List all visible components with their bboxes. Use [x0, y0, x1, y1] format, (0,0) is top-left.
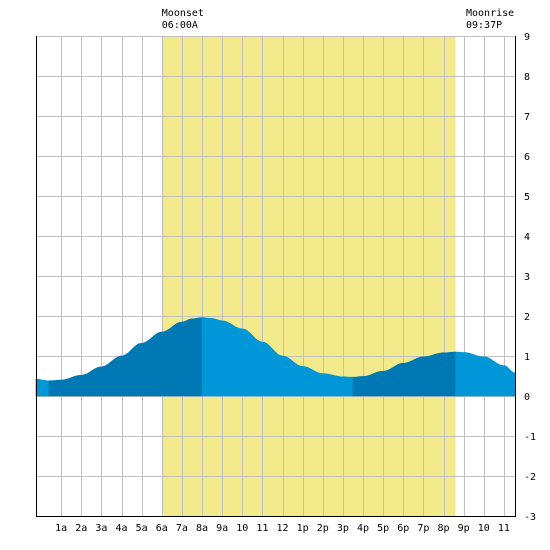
x-tick-label: 3a — [95, 523, 107, 534]
x-tick-label: 9a — [216, 523, 228, 534]
moon-annotations: Moonset 06:00A Moonrise 09:37P — [162, 8, 514, 31]
x-tick-label: 10 — [236, 523, 248, 534]
moonrise-time: 09:37P — [466, 20, 502, 31]
x-tick-label: 6p — [397, 523, 409, 534]
tide-area-segment-2 — [201, 317, 354, 397]
grid-layer — [36, 36, 515, 517]
x-tick-label: 4p — [357, 523, 369, 534]
x-tick-label: 8a — [196, 523, 208, 534]
x-tick-label: 9p — [458, 523, 470, 534]
y-tick-label: 3 — [524, 272, 530, 283]
y-tick-label: 6 — [524, 152, 530, 163]
y-tick-label: 8 — [524, 72, 530, 83]
y-tick-label: 9 — [524, 32, 530, 43]
y-tick-label: -2 — [524, 472, 536, 483]
y-tick-label: 1 — [524, 352, 530, 363]
tide-area-segment-0 — [35, 378, 50, 397]
moonset-time: 06:00A — [162, 20, 198, 31]
y-tick-label: 4 — [524, 232, 530, 243]
x-tick-label: 4a — [116, 523, 128, 534]
axis-layer — [36, 36, 516, 517]
tide-area-segment-1 — [48, 317, 203, 397]
y-tick-label: 5 — [524, 192, 530, 203]
x-tick-label: 6a — [156, 523, 168, 534]
y-tick-labels: -3 -2 -1 0 1 2 3 4 5 6 7 8 9 — [524, 32, 536, 523]
x-tick-labels: 1a 2a 3a 4a 5a 6a 7a 8a 9a 10 11 12 1p 2p 3p 4p 5p 6p 7p 8p… — [55, 523, 510, 534]
tide-area-segment-3 — [352, 351, 456, 397]
x-tick-label: 2p — [317, 523, 329, 534]
tide-area-segment-4 — [455, 351, 516, 397]
x-tick-label: 11 — [498, 523, 510, 534]
x-tick-label: 1p — [297, 523, 309, 534]
x-tick-label: 7p — [417, 523, 429, 534]
y-tick-label: 7 — [524, 112, 530, 123]
moonset-label: Moonset — [162, 8, 204, 19]
y-tick-label: -1 — [524, 432, 536, 443]
x-tick-label: 1a — [55, 523, 67, 534]
y-tick-label: -3 — [524, 512, 536, 523]
x-tick-label: 3p — [337, 523, 349, 534]
x-tick-label: 8p — [438, 523, 450, 534]
x-tick-label: 2a — [75, 523, 87, 534]
x-tick-label: 10 — [478, 523, 490, 534]
x-tick-label: 11 — [256, 523, 268, 534]
y-tick-label: 0 — [524, 392, 530, 403]
moonrise-label: Moonrise — [466, 8, 514, 19]
x-tick-label: 5p — [377, 523, 389, 534]
x-tick-label: 7a — [176, 523, 188, 534]
x-tick-label: 12 — [277, 523, 289, 534]
x-tick-label: 5a — [136, 523, 148, 534]
tide-fill-layer — [35, 317, 516, 397]
y-tick-label: 2 — [524, 312, 530, 323]
